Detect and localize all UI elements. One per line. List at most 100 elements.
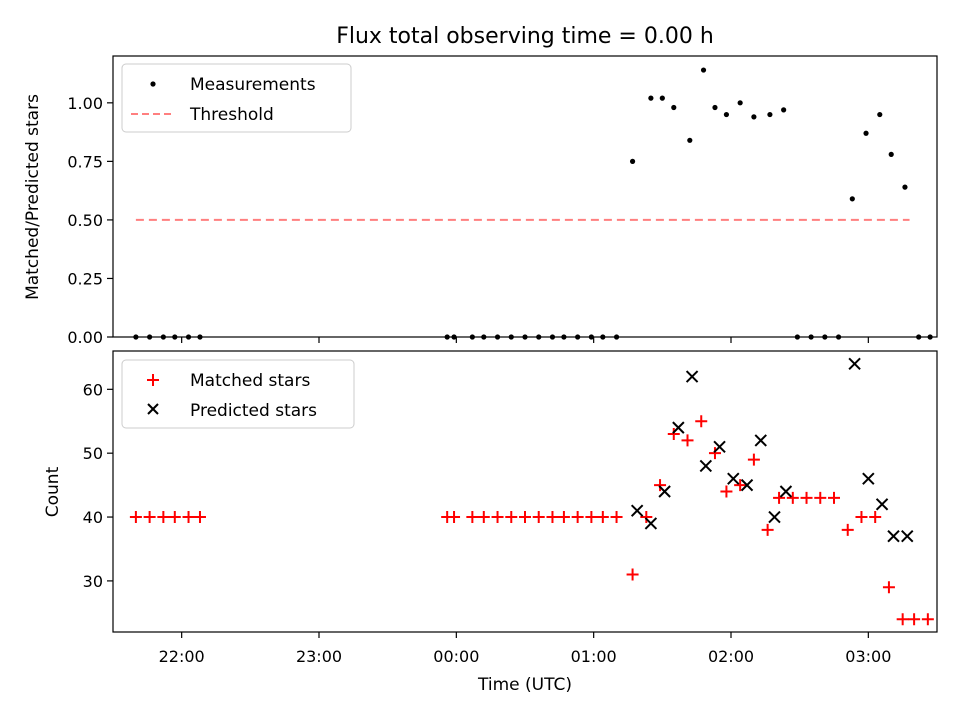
- matched-star-point: [708, 447, 721, 460]
- measurement-point: [835, 334, 842, 340]
- x-tick-label: 22:00: [159, 647, 205, 666]
- y-tick-label: 60: [83, 380, 103, 399]
- matched-star-point: [921, 613, 934, 626]
- bottom-x-ticks: 22:00 23:00 00:00 01:00 02:00 03:00: [159, 632, 891, 666]
- matched-star-point: [734, 479, 747, 492]
- measurement-point: [659, 95, 665, 101]
- matched-star-point: [896, 613, 909, 626]
- predicted-star-point: [754, 434, 767, 447]
- top-y-ticks: 0.00 0.25 0.50 0.75 1.00: [67, 94, 113, 347]
- matched-star-point: [546, 511, 559, 524]
- measurement-point: [808, 334, 814, 340]
- bottom-legend-box: [121, 359, 355, 429]
- matched-star-point: [193, 511, 206, 524]
- matched-star-point: [828, 491, 840, 504]
- predicted-star-point: [672, 421, 685, 434]
- matched-star-point: [681, 434, 694, 447]
- measurement-point: [723, 111, 730, 118]
- matched-star-point: [157, 511, 170, 524]
- legend-threshold: Threshold: [189, 105, 274, 125]
- matched-star-point: [448, 511, 461, 524]
- y-tick-label: 30: [83, 572, 103, 591]
- predicted-star-point: [699, 459, 713, 473]
- measurement-point: [863, 130, 869, 136]
- measurement-point: [444, 334, 450, 340]
- predicted-star-point: [630, 504, 644, 517]
- matched-star-point: [869, 511, 882, 524]
- matched-star-point: [571, 511, 584, 524]
- measurement-point: [469, 334, 475, 340]
- predicted-star-point: [862, 472, 875, 485]
- chart-title: Flux total observing time = 0.00 h: [336, 24, 714, 49]
- y-tick-label: 50: [83, 444, 103, 463]
- matched-star-point: [773, 491, 786, 504]
- measurement-point: [751, 114, 757, 120]
- bottom-y-ticks: 30 40 50 60: [83, 380, 113, 591]
- measurement-point: [648, 95, 654, 101]
- measurement-point: [575, 334, 581, 340]
- legend-predicted-stars: Predicted stars: [190, 401, 317, 421]
- measurement-point: [781, 107, 787, 113]
- matched-star-point: [610, 511, 623, 524]
- measurement-point: [613, 334, 620, 340]
- measurement-point: [451, 334, 457, 340]
- top-plot-marks: [133, 67, 933, 340]
- legend-matched-stars: Matched stars: [190, 371, 310, 391]
- predicted-star-point: [740, 478, 754, 492]
- matched-star-point: [182, 511, 195, 524]
- y-tick-label: 0.75: [67, 152, 103, 171]
- legend-dot-icon: [150, 81, 156, 87]
- measurement-point: [561, 334, 567, 340]
- y-tick-label: 0.25: [67, 269, 103, 288]
- bottom-y-axis-label: Count: [43, 466, 63, 517]
- measurement-point: [160, 334, 166, 340]
- y-tick-label: 0.50: [67, 211, 103, 230]
- predicted-star-point: [779, 485, 793, 498]
- matched-star-point: [519, 511, 531, 524]
- matched-star-point: [908, 613, 921, 626]
- matched-star-point: [761, 523, 774, 536]
- top-legend: Measurements Threshold: [121, 63, 352, 133]
- x-tick-label: 01:00: [571, 647, 617, 666]
- bottom-plot-marks: [129, 357, 934, 626]
- predicted-star-point: [887, 529, 900, 543]
- matched-star-point: [855, 511, 868, 524]
- measurement-point: [712, 104, 718, 111]
- matched-star-point: [841, 523, 854, 536]
- legend-x-icon: [147, 403, 159, 415]
- measurement-point: [629, 158, 636, 164]
- measurement-point: [185, 334, 192, 340]
- measurement-point: [849, 196, 855, 202]
- y-tick-label: 40: [83, 508, 103, 527]
- measurement-point: [700, 67, 707, 73]
- measurement-point: [172, 334, 178, 340]
- measurement-point: [600, 334, 606, 340]
- matched-star-point: [786, 491, 799, 504]
- predicted-star-point: [875, 498, 889, 511]
- legend-plus-icon: [147, 374, 159, 386]
- measurement-point: [888, 151, 894, 157]
- measurement-point: [133, 334, 139, 340]
- measurement-point: [794, 334, 800, 340]
- measurement-point: [481, 334, 487, 340]
- measurement-point: [508, 334, 514, 340]
- matched-star-point: [654, 479, 667, 492]
- matched-star-point: [557, 511, 570, 524]
- matched-star-point: [168, 511, 181, 524]
- top-legend-box: [121, 63, 352, 133]
- measurement-point: [588, 334, 594, 340]
- x-tick-label: 02:00: [708, 647, 754, 666]
- bottom-axes-frame: [112, 350, 938, 633]
- predicted-star-point: [713, 440, 726, 454]
- measurement-point: [822, 334, 828, 340]
- matched-star-point: [640, 511, 653, 524]
- x-tick-label: 23:00: [296, 647, 342, 666]
- measurement-point: [927, 334, 933, 340]
- predicted-star-point: [848, 357, 861, 370]
- matched-star-point: [695, 415, 708, 428]
- x-tick-label: 03:00: [845, 647, 891, 666]
- predicted-star-point: [901, 529, 914, 543]
- matched-star-point: [747, 453, 760, 466]
- measurement-point: [197, 334, 203, 340]
- matched-star-point: [882, 581, 895, 594]
